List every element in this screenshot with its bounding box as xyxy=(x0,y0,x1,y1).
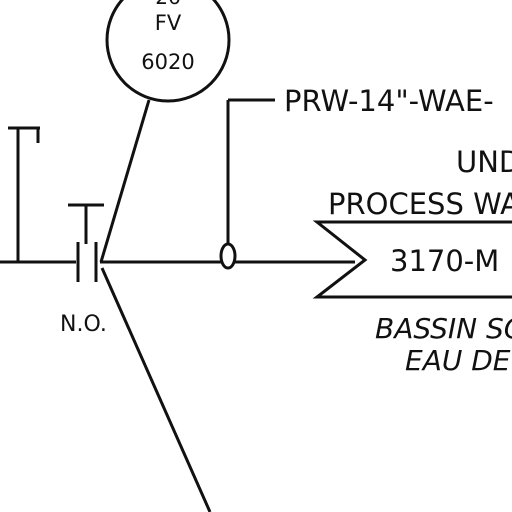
line-designation-label: PRW-14"-WAE- xyxy=(284,84,494,118)
destination-french-line-2: EAU DE xyxy=(405,344,511,377)
instrument-tag: FV xyxy=(155,11,182,35)
connector-outline xyxy=(312,220,512,299)
line-designation-leader xyxy=(219,98,275,270)
left-bracket-symbol xyxy=(8,126,40,262)
control-valve[interactable] xyxy=(68,203,104,282)
offpage-connector[interactable]: 3170-M xyxy=(312,220,512,299)
diagonal-line xyxy=(100,267,212,512)
destination-title-line-2: PROCESS WAT xyxy=(328,187,512,221)
instrument-top-fragment: 26 xyxy=(155,0,180,9)
destination-french-line-1: BASSIN SC xyxy=(375,312,512,345)
instrument-leader-line xyxy=(99,99,151,263)
valve-state-label: N.O. xyxy=(60,312,107,337)
instrument-number: 6020 xyxy=(141,50,194,74)
destination-title-line-1: UND xyxy=(456,145,512,179)
connector-reference: 3170-M xyxy=(390,244,499,278)
instrument-bubble[interactable]: 26 FV 6020 xyxy=(105,0,231,103)
instrument-circle xyxy=(105,0,231,103)
